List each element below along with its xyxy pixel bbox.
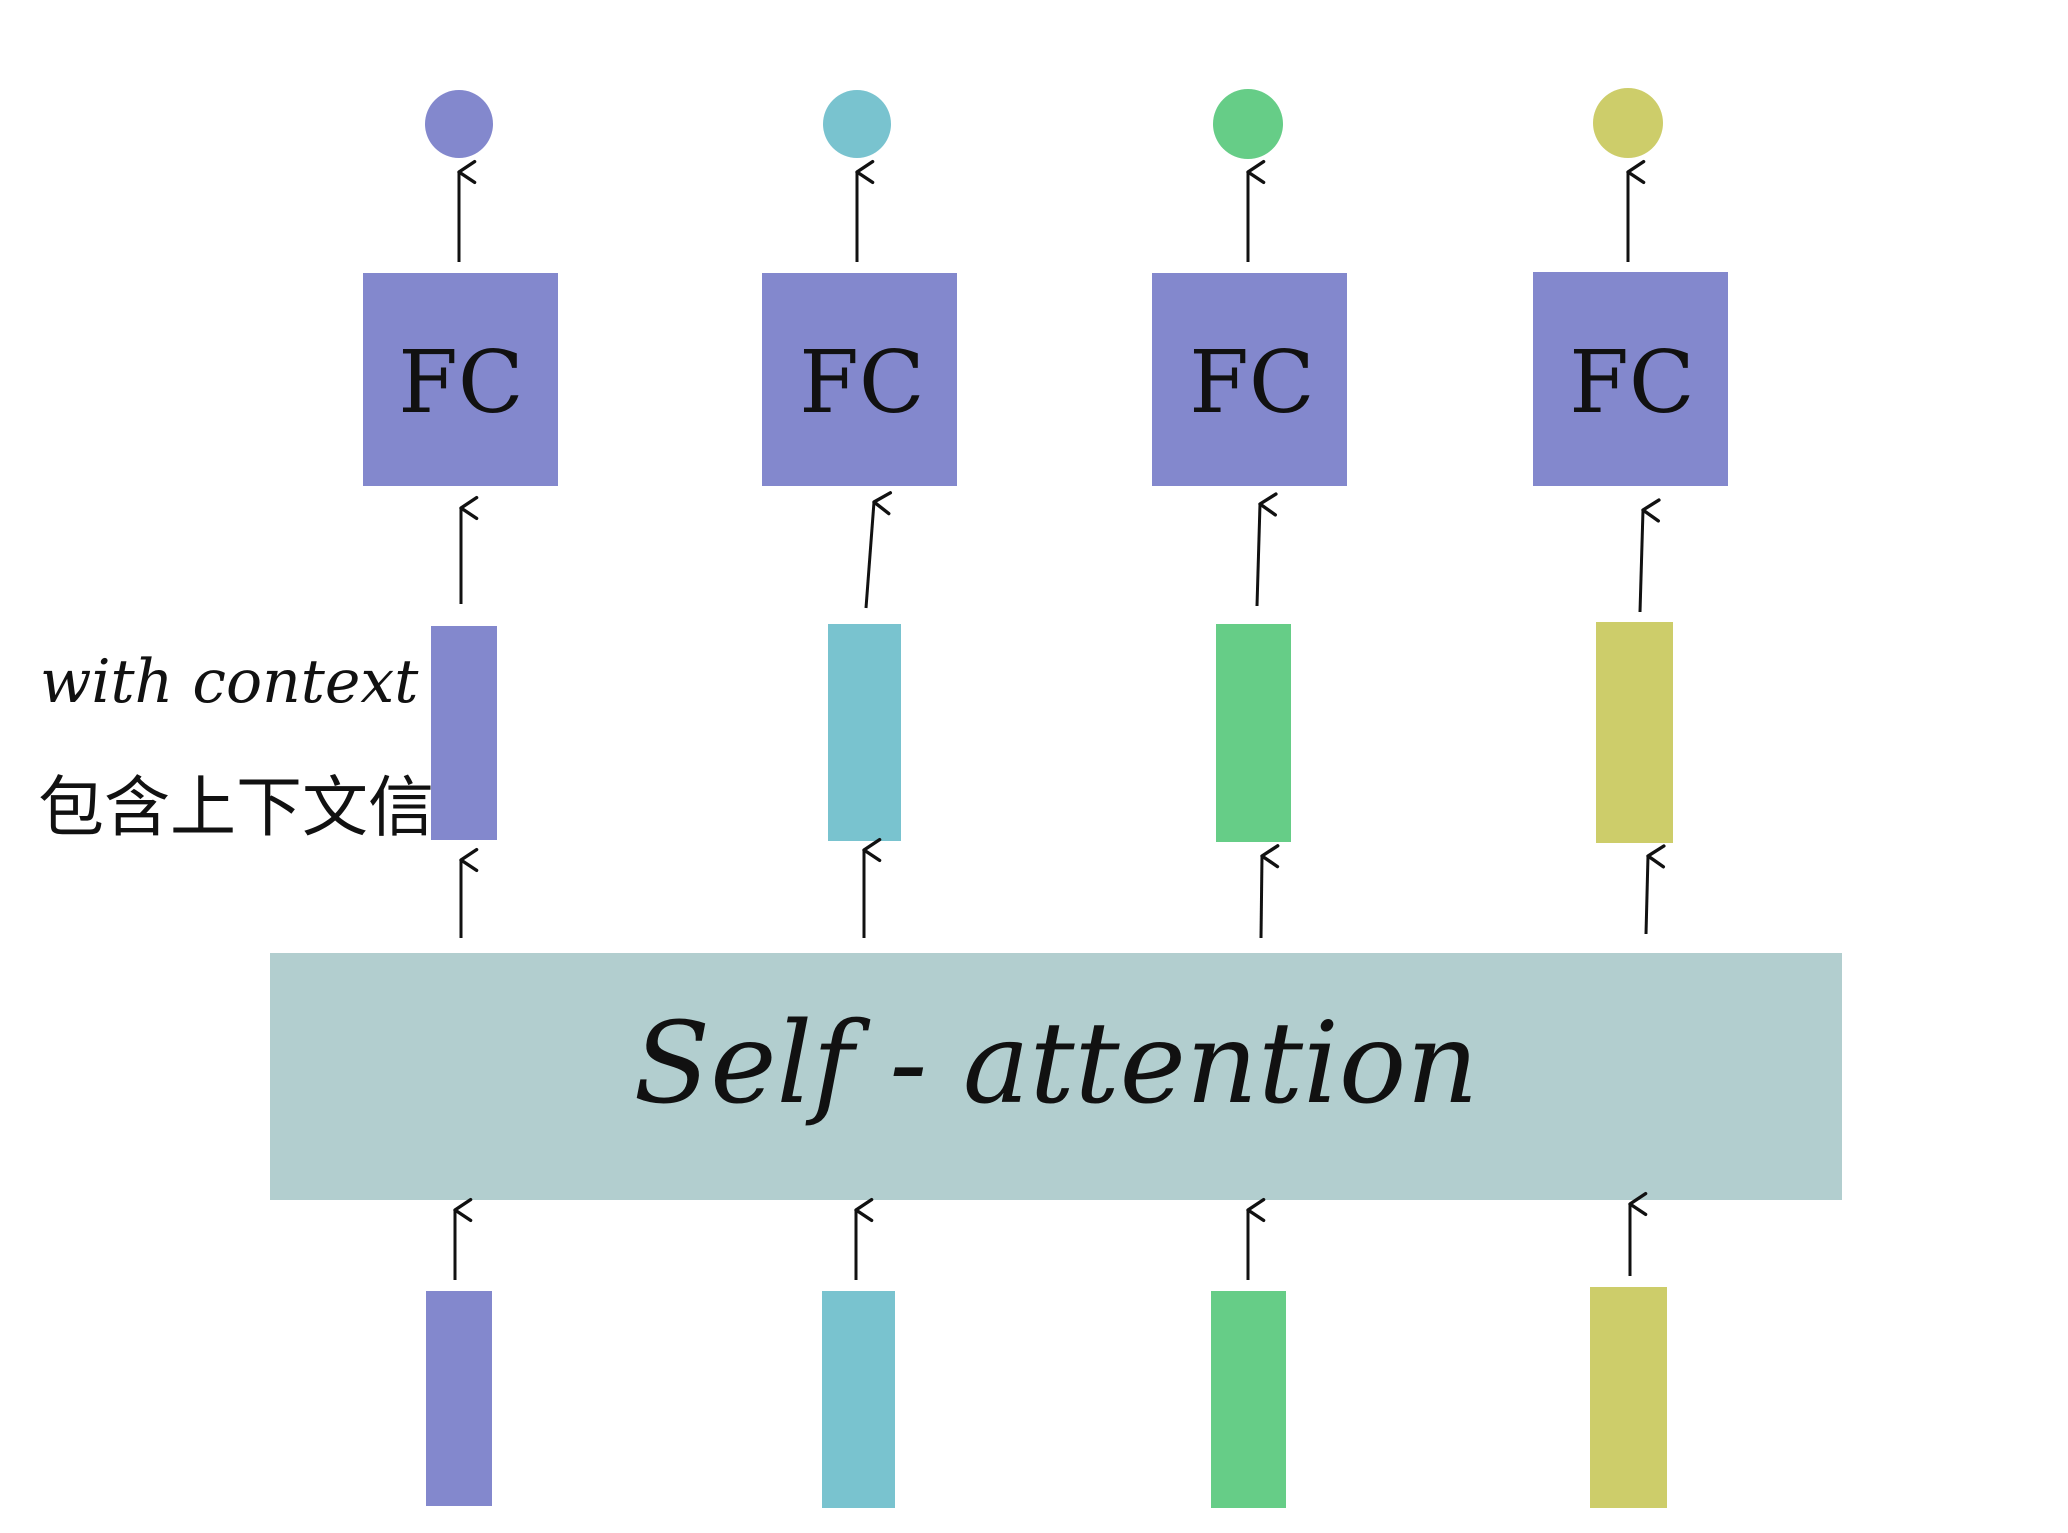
input-vector-3 (1211, 1291, 1286, 1508)
fc-label-2: FC (799, 333, 924, 433)
output-circle-2 (823, 90, 891, 158)
fc-box-1 (363, 273, 558, 486)
arrow-attention-to-context-4 (1644, 844, 1666, 935)
input-vector-2 (822, 1291, 895, 1508)
context-label-chinese: 包含上下文信息 (38, 769, 500, 846)
column-4: FC (1533, 88, 1728, 1508)
context-vector-1 (431, 626, 497, 840)
self-attention-block (270, 953, 1842, 1200)
output-circle-3 (1213, 89, 1283, 159)
output-circle-1 (425, 90, 493, 158)
fc-box-4 (1533, 272, 1728, 486)
fc-box-2 (762, 273, 957, 486)
context-vector-2 (828, 624, 901, 841)
arrow-context-to-fc-2 (864, 491, 893, 609)
input-vector-1 (426, 1291, 492, 1506)
fc-box-3 (1152, 273, 1347, 486)
column-1: FC (363, 90, 558, 1506)
arrow-context-to-fc-4 (1638, 498, 1661, 613)
column-3: FC (1152, 89, 1347, 1508)
context-vector-4 (1596, 622, 1673, 843)
fc-label-4: FC (1569, 333, 1694, 433)
fc-label-3: FC (1189, 333, 1314, 433)
column-2: FC (762, 90, 957, 1508)
output-circle-4 (1593, 88, 1663, 158)
self-attention-label: Self - attention (634, 999, 1479, 1129)
fc-label-1: FC (398, 333, 523, 433)
context-label-english: with context (40, 647, 419, 717)
arrow-context-to-fc-3 (1255, 492, 1278, 607)
context-vector-3 (1216, 624, 1291, 842)
arrow-attention-to-context-3 (1259, 844, 1280, 939)
input-vector-4 (1590, 1287, 1667, 1508)
